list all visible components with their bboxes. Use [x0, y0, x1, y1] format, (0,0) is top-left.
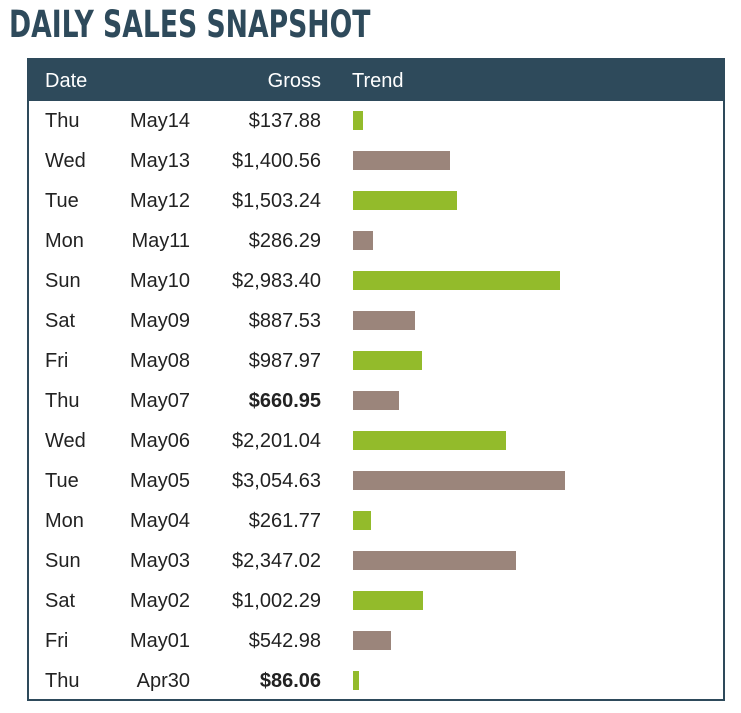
table-row: Thu Apr30 $86.06: [29, 661, 723, 701]
row-day: Tue: [45, 470, 79, 492]
table-row: Sat May02 $1,002.29: [29, 581, 723, 621]
page-title: DAILY SALES SNAPSHOT: [9, 3, 371, 46]
row-day: Thu: [45, 390, 80, 412]
sales-table: Date Gross Trend Thu May14 $137.88 Wed May13…: [27, 58, 725, 701]
trend-bar: [353, 631, 391, 650]
header-gross: Gross: [267, 70, 321, 92]
row-gross: $660.95: [248, 390, 321, 412]
table-row: Tue May12 $1,503.24: [29, 181, 723, 221]
trend-bar: [353, 111, 363, 130]
row-gross: $286.29: [248, 230, 321, 252]
row-date: May10: [129, 270, 190, 292]
row-date: May08: [129, 350, 190, 372]
row-gross: $887.53: [248, 310, 321, 332]
row-day: Fri: [45, 630, 69, 652]
trend-bar: [353, 231, 373, 250]
row-date: May11: [131, 230, 190, 252]
table-row: Sun May03 $2,347.02: [29, 541, 723, 581]
table-row: Fri May08 $987.97: [29, 341, 723, 381]
row-day: Mon: [45, 230, 84, 252]
row-date: May06: [129, 430, 190, 452]
row-day: Sat: [45, 310, 76, 332]
row-gross: $261.77: [248, 510, 321, 532]
trend-bar: [353, 311, 415, 330]
row-gross: $987.97: [248, 350, 321, 372]
row-date: May02: [129, 590, 190, 612]
table-row: Sun May10 $2,983.40: [29, 261, 723, 301]
header-date: Date: [45, 70, 88, 92]
row-gross: $1,002.29: [232, 590, 321, 612]
table-row: Mon May04 $261.77: [29, 501, 723, 541]
row-day: Tue: [45, 190, 79, 212]
row-date: May03: [129, 550, 190, 572]
row-gross: $86.06: [259, 670, 321, 692]
row-date: May12: [129, 190, 190, 212]
row-date: May04: [129, 510, 190, 532]
trend-bar: [353, 391, 399, 410]
row-gross: $1,503.24: [232, 190, 321, 212]
row-date: May09: [129, 310, 190, 332]
row-day: Thu: [45, 110, 80, 132]
row-date: May07: [129, 390, 190, 412]
trend-bar: [353, 271, 560, 290]
row-day: Sun: [45, 270, 81, 292]
row-date: Apr30: [136, 670, 190, 692]
row-day: Fri: [45, 350, 69, 372]
row-gross: $2,983.40: [232, 270, 321, 292]
table-header: Date Gross Trend: [29, 60, 723, 101]
trend-bar: [353, 671, 359, 690]
row-day: Mon: [45, 510, 84, 532]
row-day: Wed: [45, 430, 86, 452]
table-row: Fri May01 $542.98: [29, 621, 723, 661]
header-trend: Trend: [352, 70, 404, 92]
row-date: May14: [129, 110, 190, 132]
trend-bar: [353, 471, 565, 490]
trend-bar: [353, 151, 450, 170]
trend-bar: [353, 511, 371, 530]
row-gross: $1,400.56: [232, 150, 321, 172]
row-gross: $2,201.04: [232, 430, 321, 452]
row-day: Wed: [45, 150, 86, 172]
row-date: May05: [129, 470, 190, 492]
row-date: May01: [129, 630, 190, 652]
table-row: Thu May14 $137.88: [29, 101, 723, 141]
row-day: Sun: [45, 550, 81, 572]
trend-bar: [353, 351, 422, 370]
trend-bar: [353, 431, 506, 450]
row-date: May13: [129, 150, 190, 172]
table-row: Sat May09 $887.53: [29, 301, 723, 341]
table-row: Thu May07 $660.95: [29, 381, 723, 421]
table-row: Tue May05 $3,054.63: [29, 461, 723, 501]
trend-bar: [353, 551, 516, 570]
row-day: Sat: [45, 590, 76, 612]
row-gross: $3,054.63: [232, 470, 321, 492]
row-gross: $137.88: [248, 110, 321, 132]
trend-bar: [353, 191, 457, 210]
row-gross: $2,347.02: [232, 550, 321, 572]
table-row: Mon May11 $286.29: [29, 221, 723, 261]
row-day: Thu: [45, 670, 80, 692]
table-row: Wed May13 $1,400.56: [29, 141, 723, 181]
trend-bar: [353, 591, 423, 610]
row-gross: $542.98: [248, 630, 321, 652]
table-row: Wed May06 $2,201.04: [29, 421, 723, 461]
